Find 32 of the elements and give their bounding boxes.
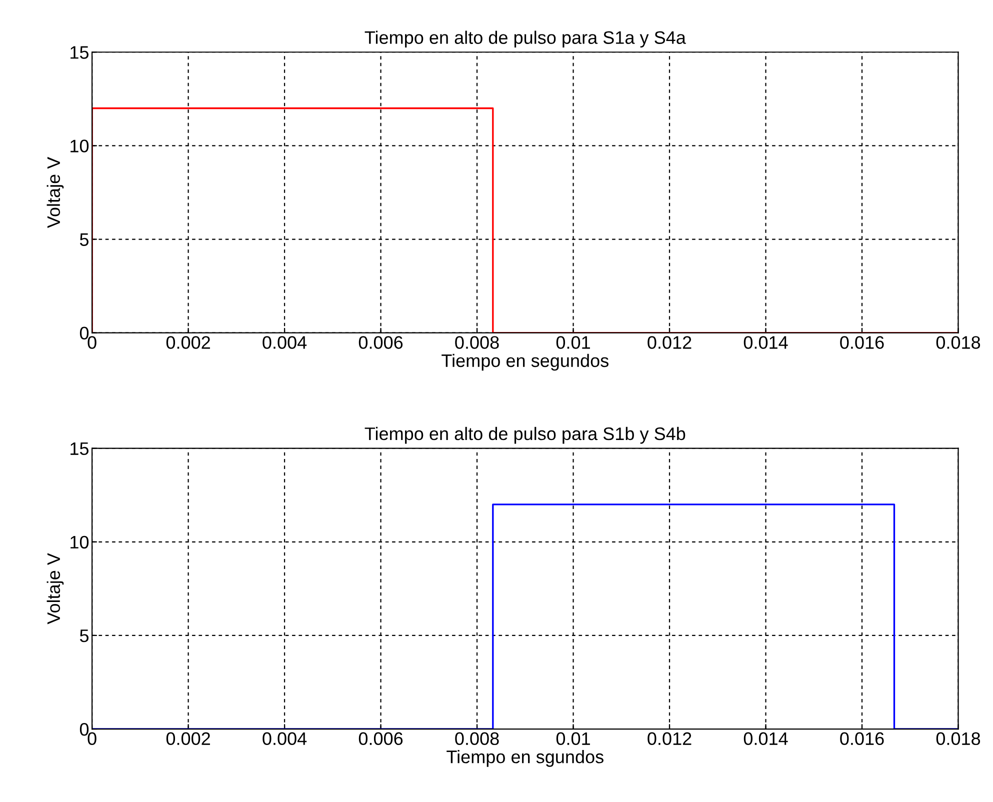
y-tick-label: 15 [70,46,89,59]
x-tick-label: 0.016 [840,336,884,349]
x-tick-label: 0.002 [166,732,210,746]
y-tick-label: 10 [70,536,89,549]
y-axis-title: Voltaje V [46,553,64,624]
x-tick-label: 0.004 [262,336,307,349]
x-tick-label: 0.01 [556,336,590,349]
chart-title: Tiempo en alto de pulso para S1b y S4b [364,426,686,444]
y-tick-label: 0 [80,326,89,340]
chart-title: Tiempo en alto de pulso para S1a y S4a [364,30,686,48]
x-tick-label: 0.01 [556,732,590,746]
x-tick-label: 0.016 [840,732,884,746]
y-tick-label: 5 [80,630,89,642]
y-tick-label: 0 [80,722,89,736]
x-tick-label: 0.012 [648,732,692,746]
y-tick-label: 5 [80,233,89,246]
y-tick-label: 10 [70,140,89,152]
x-tick-label: 0.014 [744,336,788,349]
x-tick-label: 0.012 [648,336,692,349]
y-axis-title: Voltaje V [46,156,64,228]
x-tick-label: 0.002 [166,336,210,349]
x-tick-label: 0.018 [936,732,980,746]
x-axis-title: Tiempo en segundos [442,354,608,371]
x-tick-label: 0.006 [358,336,403,349]
x-tick-label: 0.004 [262,732,307,746]
x-tick-label: 0.014 [744,732,788,746]
x-tick-label: 0.008 [455,336,499,349]
x-axis-title: Tiempo en sgundos [446,750,604,767]
x-tick-label: 0.006 [358,732,403,746]
x-tick-label: 0.018 [936,336,980,349]
x-tick-label: 0.008 [455,732,499,746]
y-tick-label: 15 [70,442,89,456]
